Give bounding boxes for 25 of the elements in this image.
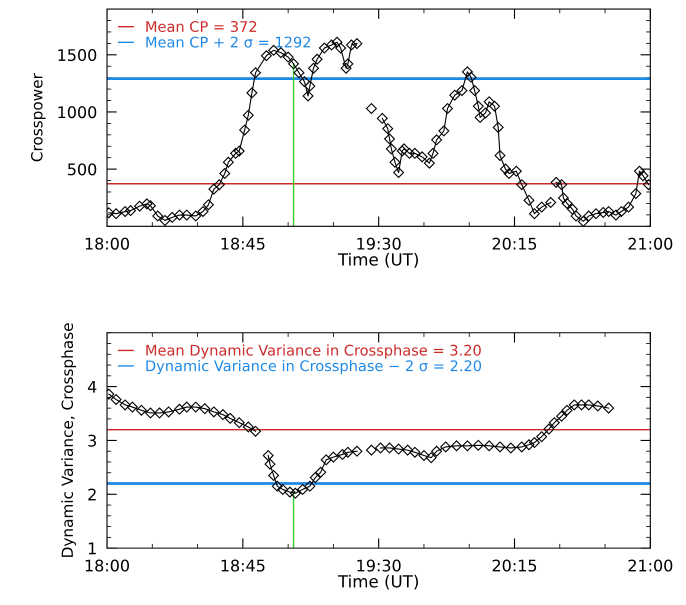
x-axis-title: Time (UT): [338, 252, 418, 268]
x-tick-label: 18:00: [86, 238, 129, 250]
legend-label: Mean CP + 2 σ = 1292: [146, 36, 310, 48]
x-tick-label: 20:15: [492, 238, 536, 250]
y-tick-label: 2: [88, 488, 96, 500]
x-axis-title: Time (UT): [338, 574, 418, 590]
y-axis-title: Dynamic Variance, Crossphase: [61, 323, 76, 557]
x-tick-label: 21:00: [628, 560, 672, 572]
x-tick-label: 20:15: [492, 560, 536, 572]
x-tick-label: 18:00: [86, 560, 129, 572]
y-tick-label: 4: [88, 381, 96, 393]
legend-label: Mean Dynamic Variance in Crossphase = 3.20: [146, 344, 481, 359]
x-tick-label: 19:30: [357, 238, 401, 250]
x-tick-label: 18:45: [222, 560, 264, 572]
y-tick-label: 1000: [58, 106, 96, 118]
x-tick-label: 18:45: [222, 238, 264, 250]
y-tick-label: 500: [68, 163, 96, 176]
y-tick-label: 1: [88, 542, 96, 554]
y-axis-title: Crosspower: [31, 73, 46, 162]
legend-label: Mean CP = 372: [146, 21, 256, 32]
x-tick-label: 19:30: [357, 560, 401, 572]
y-tick-label: 1500: [58, 49, 96, 62]
legend-label: Dynamic Variance in Crossphase − 2 σ = 2.20: [146, 360, 482, 374]
x-tick-label: 21:00: [628, 238, 672, 250]
y-tick-label: 3: [88, 434, 96, 447]
